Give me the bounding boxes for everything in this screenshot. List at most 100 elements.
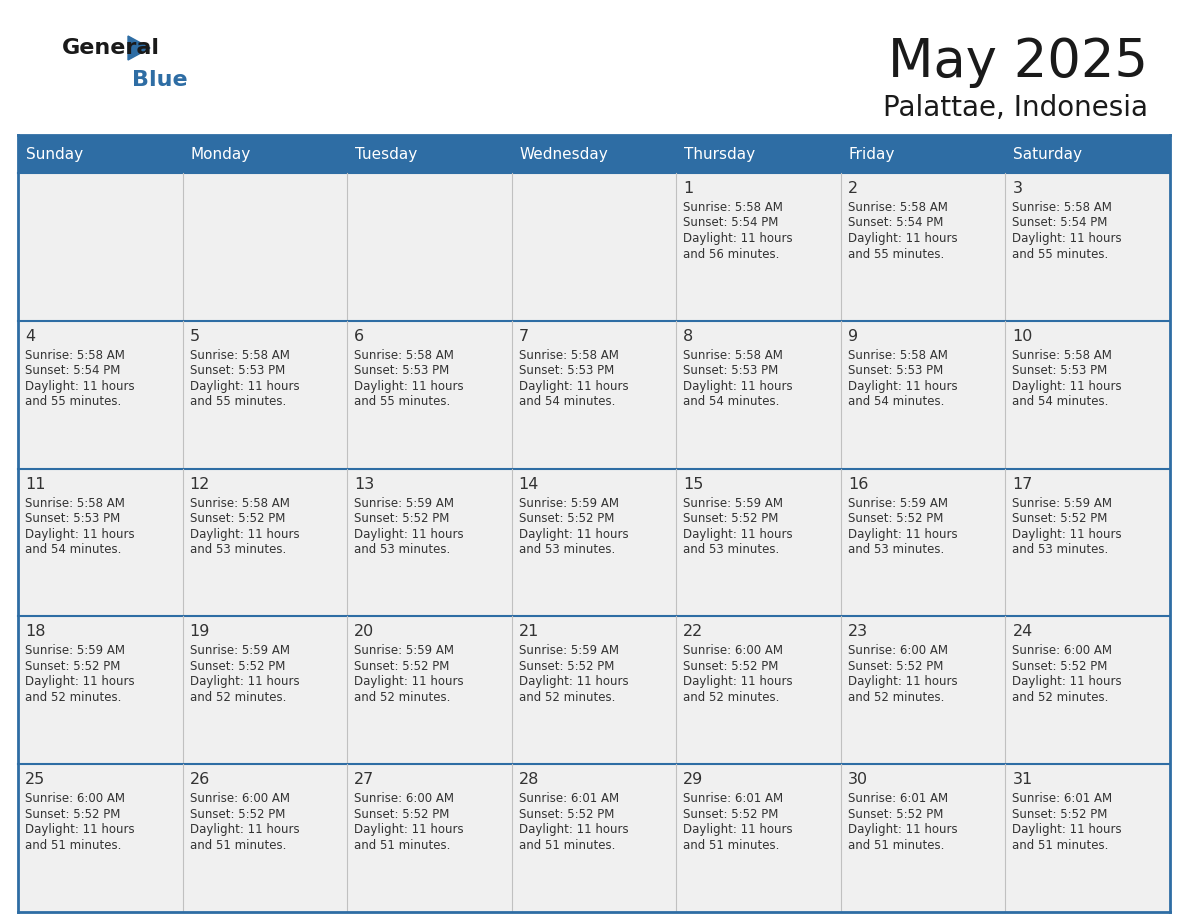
Text: Daylight: 11 hours: Daylight: 11 hours [190,380,299,393]
Text: Sunset: 5:53 PM: Sunset: 5:53 PM [683,364,778,377]
Text: Daylight: 11 hours: Daylight: 11 hours [1012,380,1121,393]
Text: Sunrise: 6:00 AM: Sunrise: 6:00 AM [683,644,783,657]
Bar [18,135,183,173]
Bar [841,135,1005,173]
Text: 14: 14 [519,476,539,492]
Bar [676,135,841,173]
Text: and 51 minutes.: and 51 minutes. [683,839,779,852]
Text: Daylight: 11 hours: Daylight: 11 hours [190,823,299,836]
Text: Daylight: 11 hours: Daylight: 11 hours [519,528,628,541]
Text: and 52 minutes.: and 52 minutes. [25,691,121,704]
Text: and 51 minutes.: and 51 minutes. [190,839,286,852]
Text: Sunset: 5:52 PM: Sunset: 5:52 PM [848,808,943,821]
Text: and 54 minutes.: and 54 minutes. [848,396,944,409]
Text: Sunset: 5:52 PM: Sunset: 5:52 PM [354,660,449,673]
Text: Sunset: 5:52 PM: Sunset: 5:52 PM [519,512,614,525]
Text: Daylight: 11 hours: Daylight: 11 hours [683,528,792,541]
Text: 18: 18 [25,624,45,640]
Text: Sunrise: 5:58 AM: Sunrise: 5:58 AM [1012,201,1112,214]
Text: 3: 3 [1012,181,1023,196]
Text: and 55 minutes.: and 55 minutes. [25,396,121,409]
Text: 24: 24 [1012,624,1032,640]
Text: and 51 minutes.: and 51 minutes. [848,839,944,852]
Bar [676,173,841,320]
Bar [1005,135,1170,173]
Text: Sunset: 5:52 PM: Sunset: 5:52 PM [848,512,943,525]
Text: 30: 30 [848,772,868,788]
Text: Sunset: 5:52 PM: Sunset: 5:52 PM [1012,660,1107,673]
Bar [676,764,841,912]
Text: Sunrise: 6:00 AM: Sunrise: 6:00 AM [354,792,454,805]
Polygon shape [128,36,150,60]
Text: 4: 4 [25,329,36,344]
Text: Sunrise: 5:58 AM: Sunrise: 5:58 AM [1012,349,1112,362]
Text: Sunset: 5:52 PM: Sunset: 5:52 PM [25,660,120,673]
Text: Daylight: 11 hours: Daylight: 11 hours [25,676,134,688]
Bar [347,320,512,468]
Text: Sunset: 5:52 PM: Sunset: 5:52 PM [519,808,614,821]
Bar [841,616,1005,764]
Text: Sunrise: 5:58 AM: Sunrise: 5:58 AM [190,497,290,509]
Text: 21: 21 [519,624,539,640]
Bar [183,173,347,320]
Text: Sunday: Sunday [26,147,83,162]
Text: 5: 5 [190,329,200,344]
Text: Wednesday: Wednesday [519,147,608,162]
Text: Daylight: 11 hours: Daylight: 11 hours [354,676,463,688]
Text: and 52 minutes.: and 52 minutes. [354,691,450,704]
Text: Daylight: 11 hours: Daylight: 11 hours [848,232,958,245]
Text: 9: 9 [848,329,858,344]
Text: Sunrise: 5:59 AM: Sunrise: 5:59 AM [354,497,454,509]
Text: Sunrise: 5:59 AM: Sunrise: 5:59 AM [354,644,454,657]
Bar [512,135,676,173]
Text: and 53 minutes.: and 53 minutes. [190,543,286,556]
Bar [1005,764,1170,912]
Text: Palattae, Indonesia: Palattae, Indonesia [883,94,1148,122]
Text: and 56 minutes.: and 56 minutes. [683,248,779,261]
Text: 8: 8 [683,329,694,344]
Text: Sunset: 5:54 PM: Sunset: 5:54 PM [848,217,943,230]
Text: Sunset: 5:54 PM: Sunset: 5:54 PM [683,217,778,230]
Text: Sunset: 5:52 PM: Sunset: 5:52 PM [190,808,285,821]
Text: Daylight: 11 hours: Daylight: 11 hours [25,528,134,541]
Text: 27: 27 [354,772,374,788]
Bar [347,468,512,616]
Text: Daylight: 11 hours: Daylight: 11 hours [354,823,463,836]
Text: and 54 minutes.: and 54 minutes. [1012,396,1108,409]
Text: and 55 minutes.: and 55 minutes. [354,396,450,409]
Text: Daylight: 11 hours: Daylight: 11 hours [190,528,299,541]
Text: Sunrise: 5:58 AM: Sunrise: 5:58 AM [848,349,948,362]
Text: Sunset: 5:52 PM: Sunset: 5:52 PM [683,808,778,821]
Text: Daylight: 11 hours: Daylight: 11 hours [683,823,792,836]
Text: Sunrise: 5:58 AM: Sunrise: 5:58 AM [683,201,783,214]
Bar [676,468,841,616]
Text: Sunrise: 5:59 AM: Sunrise: 5:59 AM [190,644,290,657]
Text: 12: 12 [190,476,210,492]
Text: Sunset: 5:53 PM: Sunset: 5:53 PM [848,364,943,377]
Bar [183,320,347,468]
Bar [347,173,512,320]
Text: Tuesday: Tuesday [355,147,417,162]
Bar [1005,468,1170,616]
Text: and 52 minutes.: and 52 minutes. [848,691,944,704]
Text: 16: 16 [848,476,868,492]
Text: Daylight: 11 hours: Daylight: 11 hours [519,823,628,836]
Bar [512,320,676,468]
Text: Daylight: 11 hours: Daylight: 11 hours [848,528,958,541]
Text: Sunset: 5:52 PM: Sunset: 5:52 PM [848,660,943,673]
Text: 22: 22 [683,624,703,640]
Text: Daylight: 11 hours: Daylight: 11 hours [683,232,792,245]
Text: Sunset: 5:52 PM: Sunset: 5:52 PM [1012,808,1107,821]
Bar [183,616,347,764]
Bar [347,135,512,173]
Text: Sunset: 5:54 PM: Sunset: 5:54 PM [1012,217,1107,230]
Bar [841,173,1005,320]
Bar [18,764,183,912]
Text: and 52 minutes.: and 52 minutes. [519,691,615,704]
Bar [18,320,183,468]
Text: 2: 2 [848,181,858,196]
Text: Daylight: 11 hours: Daylight: 11 hours [25,823,134,836]
Text: General: General [62,38,160,58]
Text: 26: 26 [190,772,210,788]
Text: Sunrise: 5:59 AM: Sunrise: 5:59 AM [683,497,783,509]
